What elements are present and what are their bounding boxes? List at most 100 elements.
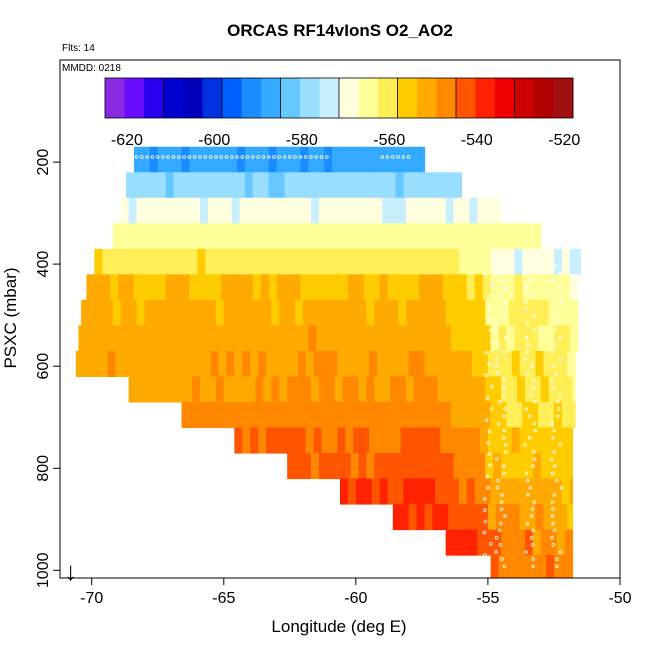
heatmap-cell: [260, 274, 270, 301]
heatmap-cell: [345, 350, 354, 378]
heatmap-cell: [511, 350, 521, 378]
track-point: [523, 307, 528, 311]
heatmap-cell: [427, 172, 436, 199]
heatmap-cell: [553, 248, 563, 275]
heatmap-cell: [437, 299, 447, 326]
track-point: [502, 264, 507, 269]
heatmap-cell: [347, 146, 357, 173]
heatmap-cell: [477, 529, 486, 556]
heatmap-cell: [126, 325, 135, 352]
heatmap-cell: [527, 504, 537, 531]
heatmap-cell: [358, 223, 368, 250]
heatmap-cell: [406, 223, 415, 250]
heatmap-cell: [371, 248, 381, 275]
colorbar-swatch: [105, 78, 125, 118]
heatmap-cell: [546, 478, 555, 505]
heatmap-cell: [490, 274, 500, 301]
track-point: [235, 155, 239, 159]
heatmap-cell: [176, 376, 185, 403]
colorbar-swatch: [378, 78, 398, 118]
heatmap-cell: [276, 325, 286, 352]
track-point: [550, 257, 555, 261]
heatmap-cell: [506, 555, 515, 578]
track-point: [150, 155, 155, 159]
track-point: [550, 350, 555, 354]
heatmap-cell: [395, 478, 404, 505]
heatmap-cell: [229, 274, 238, 301]
heatmap-cell: [398, 376, 407, 403]
heatmap-cell: [384, 427, 394, 454]
heatmap-cell: [168, 299, 177, 326]
track-point: [523, 271, 528, 276]
track-point: [495, 357, 499, 361]
heatmap-cell: [263, 223, 272, 250]
heatmap-cell: [332, 248, 341, 275]
heatmap-cell: [96, 299, 106, 326]
heatmap-cell: [477, 197, 486, 224]
heatmap-cell: [310, 223, 320, 250]
track-point: [524, 471, 529, 476]
heatmap-cell: [316, 274, 325, 301]
heatmap-cell: [231, 376, 241, 403]
track-point: [499, 257, 504, 261]
track-point: [551, 292, 556, 297]
heatmap-cell: [501, 376, 510, 403]
heatmap-cell: [279, 376, 288, 403]
heatmap-cell: [75, 350, 85, 378]
track-point: [484, 351, 488, 355]
track-point: [498, 542, 503, 547]
heatmap-cell: [535, 504, 544, 531]
track-point: [251, 155, 255, 159]
heatmap-cell: [221, 248, 230, 275]
heatmap-cell: [215, 376, 225, 403]
track-point: [489, 384, 494, 389]
heatmap-cell: [366, 223, 375, 250]
heatmap-cell: [400, 504, 410, 531]
heatmap-cell: [205, 248, 214, 275]
heatmap-cell: [490, 555, 500, 578]
heatmap-cell: [115, 350, 124, 378]
track-point: [554, 564, 559, 569]
colorbar-swatch: [241, 78, 262, 118]
heatmap-cell: [382, 223, 391, 250]
heatmap-cell: [374, 197, 383, 224]
heatmap-cell: [340, 401, 349, 429]
heatmap-cell: [429, 197, 439, 224]
heatmap-cell: [207, 197, 217, 224]
heatmap-cell: [361, 350, 370, 378]
track-point: [494, 535, 499, 540]
heatmap-cell: [324, 146, 333, 173]
heatmap-cell: [390, 299, 399, 326]
heatmap-cell: [371, 146, 381, 173]
heatmap-cell: [358, 452, 368, 480]
heatmap-cell: [427, 401, 436, 429]
track-point: [488, 463, 492, 468]
heatmap-cell: [440, 504, 449, 531]
track-point: [558, 550, 563, 554]
heatmap-cell: [337, 350, 346, 378]
heatmap-cell: [268, 401, 278, 429]
heatmap-cell: [371, 478, 381, 505]
heatmap-cell: [524, 452, 534, 480]
x-tick-label: -60: [344, 590, 367, 607]
heatmap-cell: [247, 197, 257, 224]
heatmap-cell: [564, 452, 574, 480]
heatmap-cell: [353, 427, 362, 454]
heatmap-cell: [435, 401, 444, 429]
track-point: [503, 407, 508, 411]
track-point: [525, 321, 530, 326]
heatmap-cell: [387, 401, 397, 429]
heatmap-cell: [477, 223, 486, 250]
heatmap-cell: [453, 299, 463, 326]
heatmap-cell: [318, 376, 328, 403]
track-point: [303, 155, 308, 159]
heatmap-cell: [382, 376, 391, 403]
heatmap-cell: [258, 427, 267, 454]
heatmap-cell: [168, 223, 177, 250]
track-point: [314, 155, 319, 159]
heatmap-cell: [189, 401, 198, 429]
heatmap-cell: [271, 299, 280, 326]
heatmap-cell: [287, 223, 296, 250]
heatmap-cell: [450, 274, 460, 301]
heatmap-cell: [342, 299, 352, 326]
